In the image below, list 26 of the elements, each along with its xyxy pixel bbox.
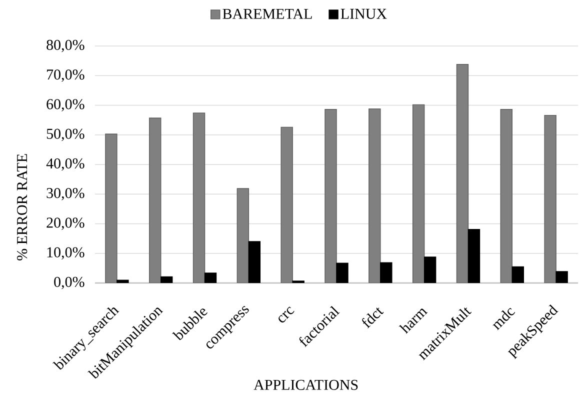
bar	[192, 112, 206, 283]
bar	[105, 134, 118, 283]
y-tick-label: 80,0%	[46, 40, 84, 52]
bar	[544, 114, 556, 283]
bar	[412, 104, 425, 283]
y-tick-label: 0,0%	[54, 276, 84, 290]
y-tick-label: 70,0%	[47, 69, 84, 82]
y-tick-label: 20,0%	[46, 218, 84, 230]
legend-label: BAREMETAL	[222, 8, 312, 19]
y-tick-label: 50,0%	[46, 128, 84, 142]
bar	[236, 188, 250, 283]
legend-label: LINUX	[340, 8, 387, 19]
y-tick-label: 40,0%	[46, 158, 84, 171]
bar	[280, 126, 293, 283]
bar	[368, 108, 381, 283]
y-tick-label: 10,0%	[47, 247, 84, 260]
x-tick-label: fdct	[362, 308, 384, 328]
bar	[324, 109, 337, 283]
y-tick-label: 30,0%	[46, 188, 84, 200]
bar	[456, 64, 469, 283]
y-tick-label: 60,0%	[46, 99, 84, 112]
bar	[500, 109, 512, 283]
bar	[149, 118, 162, 283]
y-axis-title: % ERROR RATE	[16, 154, 28, 260]
x-axis-title: APPLICATIONS	[254, 380, 358, 390]
x-tick-label: crc	[278, 306, 294, 322]
